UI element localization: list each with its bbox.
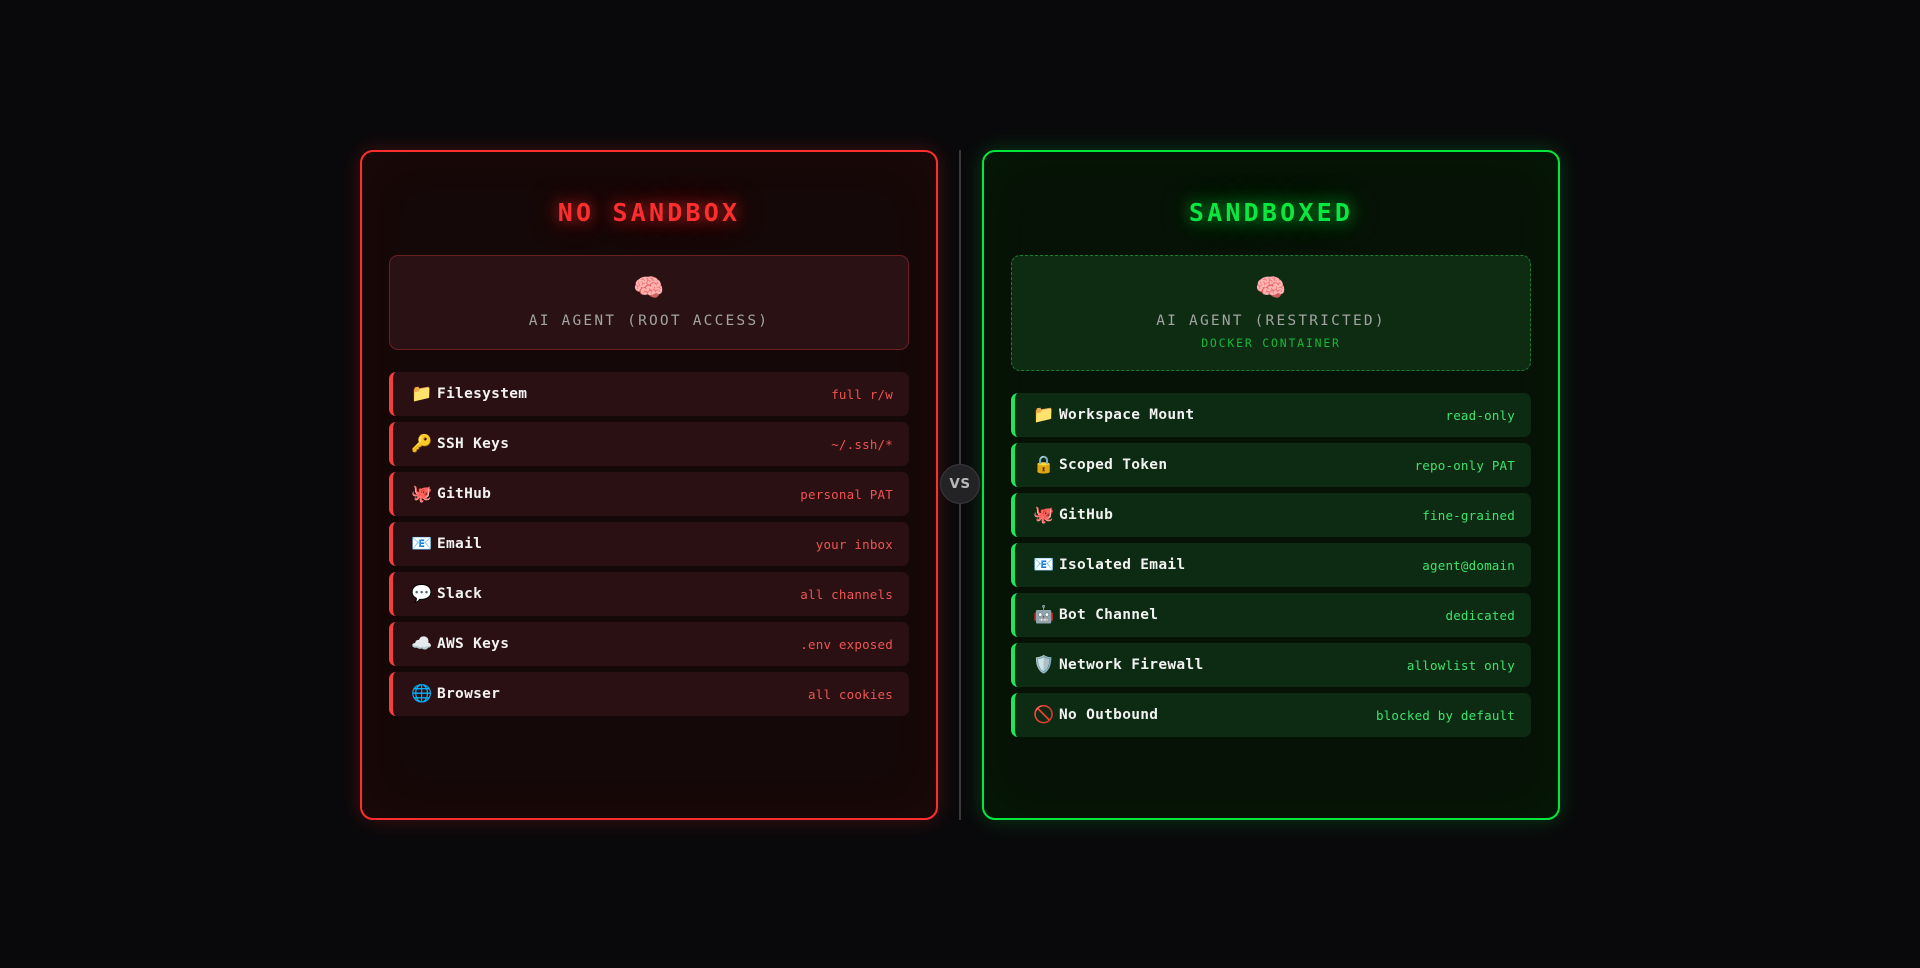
vs-badge: VS — [940, 464, 980, 504]
resource-label: Bot Channel — [1059, 607, 1159, 623]
panel-sandboxed: SANDBOXED 🧠 AI AGENT (RESTRICTED) DOCKER… — [982, 150, 1560, 820]
key-icon: 🔑 — [411, 433, 433, 454]
panel-title-sandboxed: SANDBOXED — [1188, 198, 1354, 227]
speech-balloon-icon: 💬 — [411, 583, 433, 604]
resource-row-email[interactable]: 📧 Email your inbox — [389, 522, 909, 566]
shield-icon: 🛡️ — [1033, 654, 1055, 675]
folder-icon: 📁 — [1033, 404, 1055, 425]
resource-row-bot-channel[interactable]: 🤖 Bot Channel dedicated — [1011, 593, 1531, 637]
resource-value: your inbox — [815, 536, 893, 552]
email-icon: 📧 — [1033, 554, 1055, 575]
prohibited-icon: 🚫 — [1033, 704, 1055, 725]
resource-value: full r/w — [831, 386, 893, 402]
brain-emoji-icon: 🧠 — [633, 273, 665, 302]
resource-label: SSH Keys — [437, 436, 510, 452]
agent-label-root-access: AI AGENT (ROOT ACCESS) — [528, 313, 770, 329]
agent-sublabel-docker-container: DOCKER CONTAINER — [1201, 336, 1341, 350]
lock-icon: 🔒 — [1033, 454, 1055, 475]
resource-row-ssh-keys[interactable]: 🔑 SSH Keys ~/.ssh/* — [389, 422, 909, 466]
folder-icon: 📁 — [411, 383, 433, 404]
octopus-icon: 🐙 — [1033, 504, 1055, 525]
resource-row-isolated-email[interactable]: 📧 Isolated Email agent@domain — [1011, 543, 1531, 587]
resource-value: fine-grained — [1422, 507, 1515, 523]
agent-label-restricted: AI AGENT (RESTRICTED) — [1156, 313, 1386, 329]
agent-box-root-access: 🧠 AI AGENT (ROOT ACCESS) — [389, 255, 909, 350]
resource-row-github[interactable]: 🐙 GitHub personal PAT — [389, 472, 909, 516]
octopus-icon: 🐙 — [411, 483, 433, 504]
resource-label: No Outbound — [1059, 707, 1159, 723]
resource-value: all cookies — [808, 686, 893, 702]
resource-row-aws-keys[interactable]: ☁️ AWS Keys .env exposed — [389, 622, 909, 666]
resource-label: Isolated Email — [1059, 557, 1186, 573]
resource-label: AWS Keys — [437, 636, 510, 652]
resource-value: ~/.ssh/* — [831, 436, 893, 452]
agent-box-restricted: 🧠 AI AGENT (RESTRICTED) DOCKER CONTAINER — [1011, 255, 1531, 371]
panel-no-sandbox: NO SANDBOX 🧠 AI AGENT (ROOT ACCESS) 📁 Fi… — [360, 150, 938, 820]
resource-value: allowlist only — [1406, 657, 1515, 673]
resource-value: dedicated — [1445, 607, 1515, 623]
resource-row-github[interactable]: 🐙 GitHub fine-grained — [1011, 493, 1531, 537]
resource-list-sandboxed: 📁 Workspace Mount read-only 🔒 Scoped Tok… — [1011, 393, 1531, 737]
resource-row-browser[interactable]: 🌐 Browser all cookies — [389, 672, 909, 716]
resource-label: Email — [437, 536, 483, 552]
resource-value: personal PAT — [800, 486, 893, 502]
brain-emoji-icon: 🧠 — [1255, 273, 1287, 302]
resource-label: Network Firewall — [1059, 657, 1204, 673]
resource-value: repo-only PAT — [1414, 457, 1515, 473]
resource-row-network-firewall[interactable]: 🛡️ Network Firewall allowlist only — [1011, 643, 1531, 687]
resource-value: all channels — [800, 586, 893, 602]
resource-row-filesystem[interactable]: 📁 Filesystem full r/w — [389, 372, 909, 416]
email-icon: 📧 — [411, 533, 433, 554]
resource-label: GitHub — [1059, 507, 1114, 523]
resource-row-no-outbound[interactable]: 🚫 No Outbound blocked by default — [1011, 693, 1531, 737]
resource-row-scoped-token[interactable]: 🔒 Scoped Token repo-only PAT — [1011, 443, 1531, 487]
resource-label: Workspace Mount — [1059, 407, 1195, 423]
resource-value: .env exposed — [800, 636, 893, 652]
resource-row-slack[interactable]: 💬 Slack all channels — [389, 572, 909, 616]
resource-row-workspace-mount[interactable]: 📁 Workspace Mount read-only — [1011, 393, 1531, 437]
resource-label: GitHub — [437, 486, 492, 502]
resource-list-no-sandbox: 📁 Filesystem full r/w 🔑 SSH Keys ~/.ssh/… — [389, 372, 909, 716]
resource-value: read-only — [1445, 407, 1515, 423]
resource-value: agent@domain — [1422, 557, 1515, 573]
resource-label: Browser — [437, 686, 501, 702]
resource-label: Filesystem — [437, 386, 528, 402]
resource-label: Slack — [437, 586, 483, 602]
resource-label: Scoped Token — [1059, 457, 1168, 473]
robot-icon: 🤖 — [1033, 604, 1055, 625]
panel-title-no-sandbox: NO SANDBOX — [557, 198, 741, 227]
comparison-container: NO SANDBOX 🧠 AI AGENT (ROOT ACCESS) 📁 Fi… — [360, 150, 1560, 820]
globe-icon: 🌐 — [411, 683, 433, 704]
resource-value: blocked by default — [1375, 707, 1515, 723]
cloud-icon: ☁️ — [411, 633, 433, 654]
